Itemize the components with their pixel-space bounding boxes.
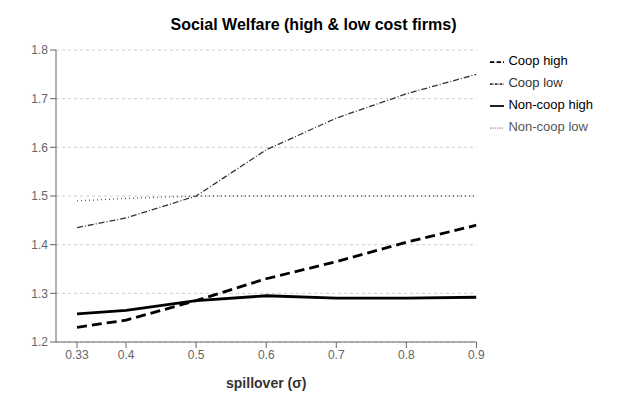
html-text:Non-coop low: Non-coop low bbox=[508, 119, 588, 134]
svg-text:1.2: 1.2 bbox=[31, 335, 48, 349]
svg-text:0.6: 0.6 bbox=[258, 348, 275, 362]
svg-text:0.5: 0.5 bbox=[188, 348, 205, 362]
svg-text:1.4: 1.4 bbox=[31, 238, 48, 252]
svg-text:1.8: 1.8 bbox=[31, 43, 48, 57]
svg-text:spillover (σ): spillover (σ) bbox=[226, 375, 306, 391]
svg-text:0.33: 0.33 bbox=[65, 348, 89, 362]
svg-text:0.7: 0.7 bbox=[328, 348, 345, 362]
svg-text:1.6: 1.6 bbox=[31, 141, 48, 155]
svg-text:0.8: 0.8 bbox=[398, 348, 415, 362]
svg-text:0.4: 0.4 bbox=[118, 348, 135, 362]
html-text:Social Welfare (high & low cos: Social Welfare (high & low cost firms) bbox=[170, 16, 457, 33]
svg-text:0.9: 0.9 bbox=[468, 348, 485, 362]
svg-text:1.7: 1.7 bbox=[31, 92, 48, 106]
html-text:Coop low: Coop low bbox=[508, 75, 563, 90]
svg-text:1.3: 1.3 bbox=[31, 287, 48, 301]
html-text:Coop high: Coop high bbox=[508, 53, 568, 68]
html-text:Non-coop high: Non-coop high bbox=[508, 97, 593, 112]
svg-text:1.5: 1.5 bbox=[31, 189, 48, 203]
